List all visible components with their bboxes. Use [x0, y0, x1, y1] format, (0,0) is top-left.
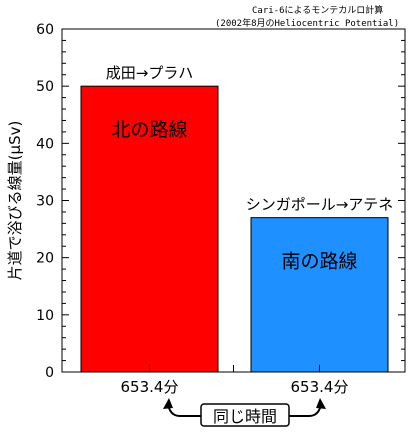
header-line-2: (2002年8月のHeliocentric Potential)	[215, 19, 400, 29]
route-label-1: 成田→プラハ	[106, 64, 193, 82]
y-tick-label: 10	[36, 308, 54, 324]
y-tick-label: 60	[36, 22, 54, 38]
right-arrow-head	[316, 398, 326, 409]
route-label-2: シンガポール→アテネ	[246, 196, 394, 214]
header-line-1: Cari-6によるモンテカルロ計算	[252, 6, 384, 16]
right-arrow-line	[289, 403, 322, 417]
y-tick-label: 40	[36, 136, 54, 152]
bar-1	[80, 85, 219, 373]
bar-name-2: 南の路線	[281, 251, 357, 273]
y-tick-label: 0	[45, 365, 54, 381]
y-tick-label: 20	[36, 251, 54, 267]
note-label: 同じ時間	[213, 407, 277, 426]
bar-2	[250, 217, 389, 373]
category-label-2: 653.4分	[291, 378, 349, 396]
y-tick-label: 30	[36, 194, 54, 210]
left-arrow-line	[167, 403, 201, 417]
y-tick-label: 50	[36, 79, 54, 95]
category-label-1: 653.4分	[121, 378, 179, 396]
left-arrow-head	[163, 398, 173, 409]
bar-name-1: 北の路線	[111, 119, 187, 141]
y-axis-label: 片道で浴びる線量(μSv)	[6, 121, 24, 281]
